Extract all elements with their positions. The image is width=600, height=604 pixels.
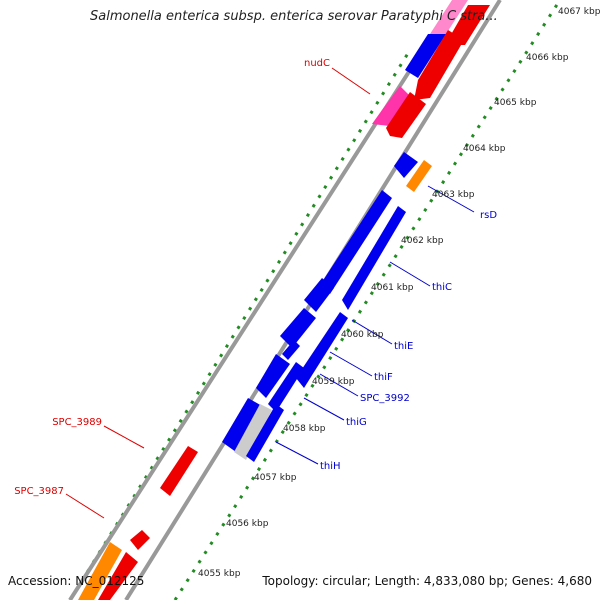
feature-forward-rsd	[394, 152, 418, 178]
gene-label-spc3989: SPC_3989	[52, 417, 102, 428]
scale-label: 4065 kbp	[494, 98, 537, 108]
gene-label-thig: thiG	[346, 417, 367, 428]
feature-forward-thig	[256, 354, 290, 398]
feature-other-top	[430, 0, 468, 34]
scale-label: 4056 kbp	[226, 519, 269, 529]
feature-forward-thie	[304, 278, 334, 312]
feature-pseudo-thih	[234, 404, 272, 460]
callout-spc3987	[65, 493, 105, 519]
feature-forward-thih-inner	[246, 404, 284, 462]
feature-forward-thic-inner	[342, 206, 406, 310]
scale-label: 4055 kbp	[198, 569, 241, 579]
callout-rsd	[427, 185, 475, 213]
feature-reverse-spc3989	[160, 446, 198, 496]
genome-summary: Topology: circular; Length: 4,833,080 bp…	[262, 574, 592, 588]
gene-labels-forward: rsD thiC thiE thiF SPC_3992 thiG thiH	[320, 210, 497, 472]
feature-forward-thic-outer	[322, 190, 392, 294]
scale-label: 4060 kbp	[341, 330, 384, 340]
accession-label: Accession: NC_012125	[8, 574, 145, 588]
scale-label: 4063 kbp	[432, 190, 475, 200]
feature-reverse-nudc	[386, 92, 426, 138]
gene-label-rsd: rsD	[480, 210, 497, 221]
feature-forward-mid-inner	[296, 312, 348, 388]
feature-forward-top	[405, 34, 446, 78]
feature-reverse-top-2	[414, 30, 464, 100]
scale-label: 4067 kbp	[558, 7, 600, 17]
scale-label: 4061 kbp	[371, 283, 414, 293]
feature-reverse-top-1	[445, 5, 490, 45]
gene-label-thih: thiH	[320, 461, 341, 472]
feature-rna-rsd	[406, 160, 432, 192]
feature-other-nudc	[372, 86, 410, 126]
feature-rna-bottom	[78, 542, 122, 600]
gene-label-thif: thiF	[374, 372, 393, 383]
feature-reverse-bottom-2	[130, 530, 150, 550]
callout-lines	[65, 67, 475, 519]
scale-label: 4062 kbp	[401, 236, 444, 246]
callout-spc3989	[103, 425, 145, 449]
features	[78, 0, 490, 600]
gene-label-thie: thiE	[394, 341, 413, 352]
scale-label: 4059 kbp	[312, 377, 355, 387]
callout-thih	[275, 441, 319, 465]
feature-reverse-bottom-1	[98, 552, 138, 600]
dotted-tick-tracks	[68, 0, 562, 601]
feature-forward-thig-inner	[268, 362, 304, 412]
scale-label: 4066 kbp	[526, 53, 569, 63]
gene-label-spc3992: SPC_3992	[360, 393, 410, 404]
scale-label: 4064 kbp	[463, 144, 506, 154]
scale-label: 4057 kbp	[254, 473, 297, 483]
backbone	[68, 0, 502, 602]
callout-thic	[389, 261, 431, 287]
gene-label-thic: thiC	[432, 282, 452, 293]
callout-nudc	[331, 67, 371, 95]
feature-forward-thif	[280, 308, 316, 348]
gene-label-nudc: nudC	[304, 58, 330, 69]
callout-thig	[303, 397, 345, 421]
map-title: Salmonella enterica subsp. enterica sero…	[90, 9, 498, 24]
gene-labels-reverse: nudC SPC_3989 SPC_3987	[14, 58, 330, 497]
inner-tick-track	[173, 0, 562, 601]
scale-labels: 4055 kbp 4056 kbp 4057 kbp 4058 kbp 4059…	[198, 7, 600, 579]
feature-forward-thih	[222, 398, 262, 452]
feature-forward-spc3992	[282, 340, 300, 360]
callout-spc3992	[319, 373, 359, 397]
scale-label: 4058 kbp	[283, 424, 326, 434]
callout-thie	[351, 319, 393, 345]
gene-label-spc3987: SPC_3987	[14, 486, 64, 497]
callout-thif	[329, 351, 373, 377]
